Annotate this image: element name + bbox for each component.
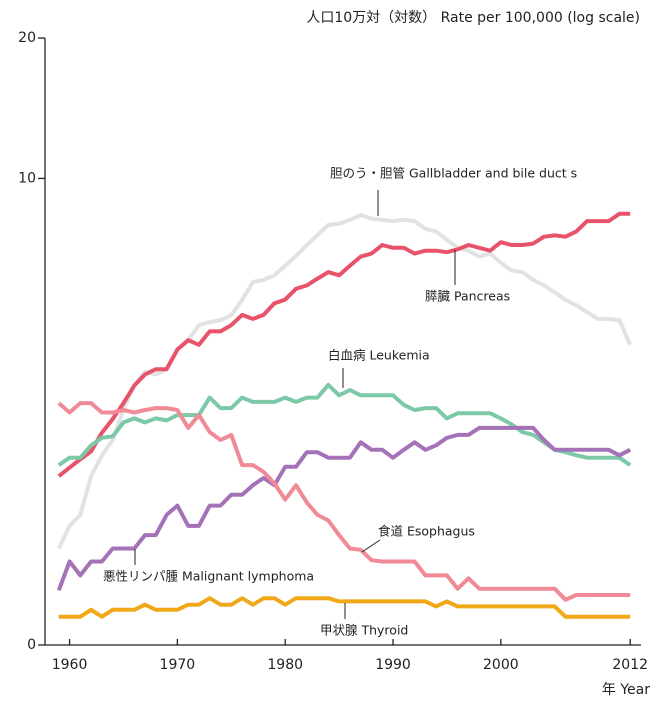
x-tick-label: 1970	[160, 657, 196, 673]
x-tick-label: 1980	[267, 657, 303, 673]
leader-line	[361, 539, 381, 553]
series-label: 膵臓 Pancreas	[425, 289, 510, 304]
series-line	[57, 382, 632, 467]
series-label: 甲状腺 Thyroid	[320, 623, 408, 638]
x-tick-label: 1990	[375, 657, 411, 673]
chart-title: 人口10万対（対数） Rate per 100,000 (log scale)	[306, 10, 640, 26]
y-tick-label: 20	[18, 30, 36, 46]
series-label: 胆のう・胆管 Gallbladder and bile duct s	[330, 166, 577, 181]
series-line	[57, 211, 631, 478]
series-line	[56, 425, 632, 592]
series-line	[56, 213, 633, 550]
x-tick-label: 1960	[52, 657, 88, 673]
series-line	[58, 596, 631, 619]
series-label: 悪性リンパ腫 Malignant lymphoma	[103, 569, 314, 584]
y-tick-label: 10	[18, 170, 36, 186]
y-tick-label: 0	[27, 637, 36, 653]
series-label: 食道 Esophagus	[378, 524, 475, 539]
x-tick-label: 2000	[483, 657, 519, 673]
x-tick-label: 2012	[612, 657, 648, 673]
x-axis-label: 年 Year	[602, 682, 650, 698]
series-label: 白血病 Leukemia	[328, 348, 430, 363]
series-line	[57, 401, 631, 602]
